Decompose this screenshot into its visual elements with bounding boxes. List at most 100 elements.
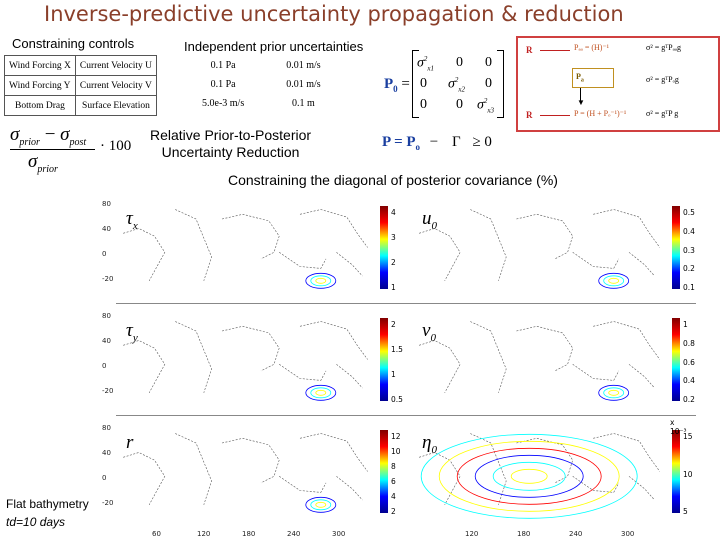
colorbar-tick: 5 — [683, 507, 688, 516]
coastline — [175, 321, 212, 393]
controls-table: Wind Forcing X Current Velocity U Wind F… — [4, 55, 158, 116]
coastline-map — [419, 209, 661, 289]
coastline — [221, 325, 280, 372]
colorbar-tick: 0.5 — [683, 208, 695, 217]
contour-line — [608, 277, 620, 284]
table-row: Wind Forcing X Current Velocity U — [4, 55, 158, 76]
prior-matrix: P0 = σ2x1 0 0 0 σ2x2 0 0 0 σ2x3 — [384, 48, 504, 120]
posterior-caption: Constraining the diagonal of posterior c… — [228, 172, 558, 188]
coastline — [419, 228, 461, 281]
colorbar-tick: 10 — [683, 469, 693, 479]
contour-line — [456, 447, 602, 505]
map-panel: τy 2 1.5 1 0.5 80 40 0 -20 — [102, 312, 403, 407]
contour-line — [305, 496, 337, 513]
colorbar-tick: 0.2 — [683, 395, 695, 404]
coastline — [221, 213, 280, 260]
coastline — [628, 252, 655, 277]
colorbar-tick: 2 — [391, 507, 396, 516]
contour-line — [608, 389, 620, 396]
panel-label: u0 — [422, 208, 437, 232]
controls-header: Constraining controls — [12, 36, 135, 51]
uncertainty-cell: 5.0e-3 m/s — [202, 98, 245, 109]
contour-line — [438, 440, 620, 512]
colorbar — [380, 206, 388, 289]
longitude-label: 120 — [197, 530, 211, 538]
table-row: 0.1 Pa 0.01 m/s — [190, 56, 333, 75]
coastline — [299, 321, 368, 360]
control-cell: Wind Forcing X — [4, 55, 76, 76]
contour-line — [310, 499, 332, 511]
coastline — [279, 252, 327, 269]
latitude-label: 0 — [102, 250, 107, 258]
contour-line — [315, 277, 327, 284]
colorbar-tick: 0.4 — [683, 226, 695, 236]
coastline — [279, 364, 327, 381]
control-cell: Current Velocity V — [74, 75, 158, 96]
coastline — [470, 433, 507, 505]
control-cell: Current Velocity U — [74, 55, 158, 76]
contour-line — [310, 275, 332, 287]
map-panel: u0 0.5 0.4 0.3 0.2 0.1 — [414, 200, 695, 295]
contour-line — [420, 433, 638, 519]
contour-line — [315, 501, 327, 508]
panel-label: η0 — [422, 432, 437, 456]
posterior-equation: P = Po − Γ ≥ 0 — [382, 134, 492, 152]
colorbar-tick: 12 — [391, 432, 401, 441]
colorbar — [672, 318, 680, 401]
uncertainty-cell: 0.1 m — [292, 98, 315, 109]
map-panel: v0 1 0.8 0.6 0.4 0.2 — [414, 312, 695, 407]
colorbar-tick: 0.6 — [683, 357, 695, 367]
slide-title: Inverse-predictive uncertainty propagati… — [44, 2, 624, 26]
coastline — [123, 340, 166, 393]
coastline-map — [419, 433, 661, 519]
coastline — [572, 476, 620, 493]
coastline — [572, 252, 620, 269]
coastline — [628, 364, 655, 389]
row-divider — [116, 415, 696, 416]
table-row: Wind Forcing Y Current Velocity V — [4, 75, 158, 96]
colorbar-tick: 6 — [391, 477, 396, 486]
colorbar — [672, 430, 680, 513]
coastline — [572, 364, 620, 381]
colorbar-tick: 2 — [391, 320, 396, 329]
latitude-label: 40 — [102, 225, 111, 233]
panel-label: τy — [126, 320, 138, 344]
prior-box — [572, 68, 614, 88]
colorbar-exponent: x 10⁻³ — [670, 418, 687, 436]
contour-line — [510, 468, 548, 484]
contour-line — [305, 384, 337, 401]
colorbar-tick: 10 — [391, 447, 401, 456]
coastline-map — [419, 321, 661, 401]
uncertainty-cell: 0.1 Pa — [210, 60, 236, 71]
colorbar-tick: 15 — [683, 432, 693, 441]
latitude-label: 40 — [102, 337, 111, 345]
table-row: 5.0e-3 m/s 0.1 m — [190, 94, 333, 113]
colorbar-tick: 3 — [391, 233, 396, 242]
arrow-down — [580, 88, 581, 102]
colorbar-tick: 8 — [391, 462, 396, 471]
colorbar-tick: 1 — [391, 370, 396, 379]
uncertainty-cell: 0.1 Pa — [210, 79, 236, 90]
coastline — [593, 321, 661, 360]
bottom-note: Flat bathymetry td=10 days — [6, 497, 89, 529]
control-cell: Surface Elevation — [74, 95, 158, 116]
latitude-label: 80 — [102, 312, 111, 320]
table-row: 0.1 Pa 0.01 m/s — [190, 75, 333, 94]
colorbar-tick: 0.3 — [683, 245, 695, 255]
longitude-label: 240 — [569, 530, 583, 538]
colorbar-tick: 0.8 — [683, 338, 695, 348]
colorbar-tick: 4 — [391, 492, 396, 501]
coastline — [470, 209, 507, 281]
colorbar — [672, 206, 680, 289]
coastline — [336, 476, 363, 501]
contour-line — [492, 461, 566, 491]
uncertainty-cell: 0.01 m/s — [286, 60, 321, 71]
contour-line — [474, 454, 584, 498]
uncertainty-table: 0.1 Pa 0.01 m/s 0.1 Pa 0.01 m/s 5.0e-3 m… — [190, 56, 333, 113]
coastline — [123, 228, 166, 281]
bracket-left — [412, 50, 419, 118]
fraction-bar — [10, 149, 95, 150]
latitude-label: 80 — [102, 200, 111, 208]
coastline — [299, 209, 368, 248]
coastline — [336, 364, 363, 389]
